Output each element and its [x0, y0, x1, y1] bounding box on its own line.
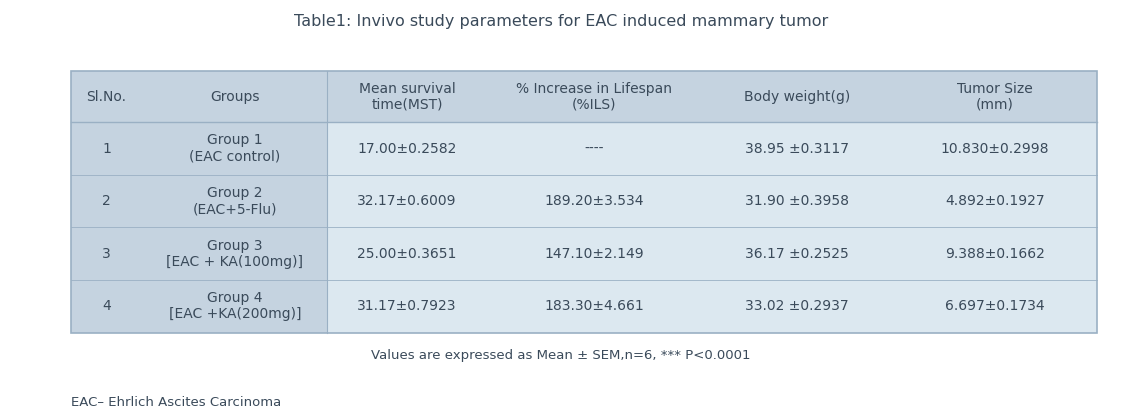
- Text: 31.90 ±0.3958: 31.90 ±0.3958: [745, 194, 849, 208]
- Text: 31.17±0.7923: 31.17±0.7923: [357, 299, 457, 313]
- Bar: [71, 71, 1097, 333]
- Text: 4.892±0.1927: 4.892±0.1927: [945, 194, 1045, 208]
- Text: 183.30±4.661: 183.30±4.661: [544, 299, 644, 313]
- Text: 38.95 ±0.3117: 38.95 ±0.3117: [745, 142, 849, 155]
- Text: EAC– Ehrlich Ascites Carcinoma: EAC– Ehrlich Ascites Carcinoma: [71, 396, 280, 408]
- Text: 17.00±0.2582: 17.00±0.2582: [357, 142, 457, 155]
- Text: Mean survival
time(MST): Mean survival time(MST): [359, 82, 456, 112]
- Text: 10.830±0.2998: 10.830±0.2998: [940, 142, 1049, 155]
- Text: Table1: Invivo study parameters for EAC induced mammary tumor: Table1: Invivo study parameters for EAC …: [294, 14, 828, 29]
- Text: 1: 1: [102, 142, 111, 155]
- Text: 4: 4: [102, 299, 111, 313]
- Text: Group 2
(EAC+5-Flu): Group 2 (EAC+5-Flu): [193, 186, 277, 216]
- Text: 189.20±3.534: 189.20±3.534: [544, 194, 644, 208]
- Text: Group 1
(EAC control): Group 1 (EAC control): [190, 133, 280, 164]
- Text: 6.697±0.1734: 6.697±0.1734: [945, 299, 1045, 313]
- Text: Groups: Groups: [210, 90, 259, 104]
- Text: Group 4
[EAC +KA(200mg)]: Group 4 [EAC +KA(200mg)]: [168, 291, 301, 322]
- Text: ----: ----: [585, 142, 604, 155]
- Text: 33.02 ±0.2937: 33.02 ±0.2937: [745, 299, 849, 313]
- Text: Sl.No.: Sl.No.: [86, 90, 127, 104]
- Bar: [71, 71, 1097, 333]
- Text: 2: 2: [102, 194, 111, 208]
- Text: Tumor Size
(mm): Tumor Size (mm): [957, 82, 1032, 112]
- Bar: [328, 122, 1097, 333]
- Text: 32.17±0.6009: 32.17±0.6009: [357, 194, 457, 208]
- Text: Group 3
[EAC + KA(100mg)]: Group 3 [EAC + KA(100mg)]: [166, 239, 303, 269]
- Text: Values are expressed as Mean ± SEM,n=6, *** P<0.0001: Values are expressed as Mean ± SEM,n=6, …: [371, 349, 751, 362]
- Text: Body weight(g): Body weight(g): [744, 90, 850, 104]
- Text: 9.388±0.1662: 9.388±0.1662: [945, 247, 1045, 261]
- Text: % Increase in Lifespan
(%ILS): % Increase in Lifespan (%ILS): [516, 82, 672, 112]
- Text: 36.17 ±0.2525: 36.17 ±0.2525: [745, 247, 849, 261]
- Text: 25.00±0.3651: 25.00±0.3651: [357, 247, 457, 261]
- Text: 3: 3: [102, 247, 111, 261]
- Text: 147.10±2.149: 147.10±2.149: [544, 247, 644, 261]
